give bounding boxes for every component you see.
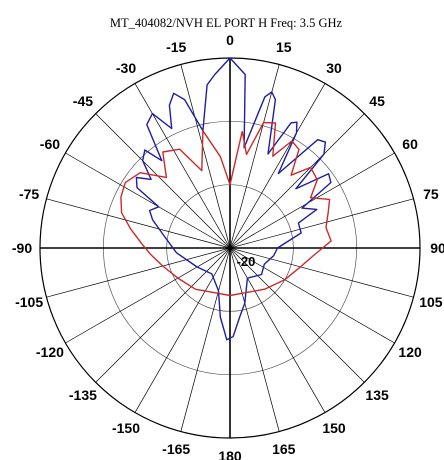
radial-tick-label: -20 [237,254,256,269]
angle-tick-label: 45 [369,93,385,109]
grid-spoke [229,83,326,249]
grid-spoke [65,152,231,249]
grid-spoke [180,64,231,249]
angle-tick-label: 105 [419,294,443,310]
grid-spoke [229,247,280,432]
grid-spoke [180,247,231,432]
angle-tick-label: 75 [423,186,439,202]
series-2-line [120,121,332,297]
grid-spoke [229,247,326,413]
angle-labels: 0 15 30 45 60 75 90 105 120 135 150 165 180 -165 -150 -… [12,32,444,460]
angle-tick-label: -75 [19,186,39,202]
angle-tick-label: 180 [218,448,242,460]
angle-tick-label: -165 [162,441,190,457]
angle-tick-label: -60 [40,136,60,152]
grid-spoke [95,113,231,249]
grid-spoke [46,247,231,298]
angle-tick-label: -105 [15,294,43,310]
grid-spoke [65,247,231,344]
series-group [120,57,332,341]
grid-spoke [229,64,280,249]
grid-spoke [229,113,365,249]
angle-tick-label: 135 [365,387,389,403]
chart-title: MT_404082/NVH EL PORT H Freq: 3.5 GHz [110,16,343,30]
grid-spoke [229,152,395,249]
angle-tick-label: -45 [73,93,93,109]
grid-spoke [46,198,231,249]
angle-tick-label: 120 [398,344,422,360]
angle-tick-label: -150 [112,420,140,436]
grid-spoke [229,247,414,298]
grid-spoke [229,247,365,383]
grid-spoke [134,83,231,249]
angle-tick-label: -120 [36,344,64,360]
angle-tick-label: -15 [166,39,186,55]
series-1-line [135,57,332,341]
grid-spoke [134,247,231,413]
grid-spoke [229,247,395,344]
angle-tick-label: 15 [276,39,292,55]
angle-tick-label: 90 [430,240,444,256]
angle-tick-label: 30 [326,60,342,76]
angle-tick-label: 0 [226,32,234,48]
angle-tick-label: 60 [402,136,418,152]
angle-tick-label: 150 [322,420,346,436]
angle-tick-label: -135 [69,387,97,403]
angle-tick-label: 165 [272,441,296,457]
angle-tick-label: -30 [116,60,136,76]
polar-grid [39,57,421,439]
grid-spoke [229,198,414,249]
grid-spoke [95,247,231,383]
angle-tick-label: -90 [12,240,32,256]
